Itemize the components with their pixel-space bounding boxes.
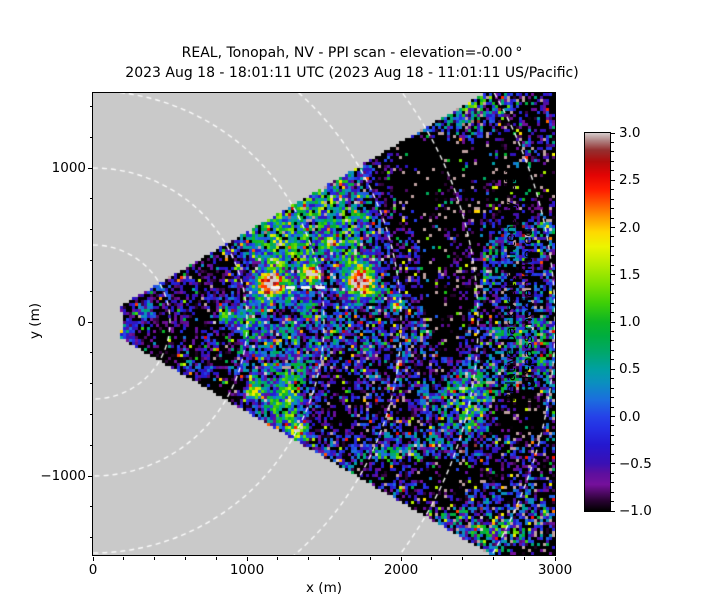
x-minor-tick bbox=[184, 557, 186, 560]
plot-subtitle: 2023 Aug 18 - 18:01:11 UTC (2023 Aug 18 … bbox=[125, 65, 579, 81]
x-tick-label: 1000 bbox=[229, 562, 265, 578]
colorbar-minor-tick bbox=[611, 453, 614, 455]
colorbar-minor-tick bbox=[611, 378, 614, 380]
colorbar-tick-label: 1.0 bbox=[619, 314, 641, 330]
colorbar-major-tick bbox=[611, 274, 615, 276]
colorbar-minor-tick bbox=[611, 312, 614, 314]
colorbar-major-tick bbox=[611, 510, 615, 512]
colorbar-tick-label: 2.0 bbox=[619, 219, 641, 236]
colorbar-minor-tick bbox=[611, 255, 614, 257]
y-major-tick bbox=[88, 321, 92, 323]
x-tick-label: 0 bbox=[88, 562, 98, 578]
colorbar-minor-tick bbox=[611, 189, 614, 191]
y-minor-tick bbox=[89, 290, 92, 292]
colorbar-minor-tick bbox=[611, 340, 614, 342]
colorbar-minor-tick bbox=[611, 302, 614, 304]
colorbar-minor-tick bbox=[611, 170, 614, 172]
colorbar-tick-label: 0.0 bbox=[619, 408, 641, 425]
y-minor-tick bbox=[89, 352, 92, 354]
y-minor-tick bbox=[89, 136, 92, 138]
y-minor-tick bbox=[89, 229, 92, 231]
x-minor-tick bbox=[369, 557, 371, 560]
x-major-tick bbox=[400, 557, 402, 561]
colorbar-minor-tick bbox=[611, 141, 614, 143]
y-tick-label: 1000 bbox=[51, 160, 86, 176]
colorbar-minor-tick bbox=[611, 406, 614, 408]
x-minor-tick bbox=[338, 557, 340, 560]
colorbar-tick-label: 0.5 bbox=[619, 361, 641, 378]
x-minor-tick bbox=[523, 557, 525, 560]
y-major-tick bbox=[88, 167, 92, 169]
colorbar-minor-tick bbox=[611, 330, 614, 332]
y-minor-tick bbox=[89, 506, 92, 508]
x-major-tick bbox=[92, 557, 94, 561]
x-axis-label: x (m) bbox=[306, 580, 342, 596]
x-minor-tick bbox=[431, 557, 433, 560]
colorbar-tick-label: 1.5 bbox=[619, 266, 641, 283]
colorbar-label-line2: High-pass median filtered bbox=[520, 228, 536, 402]
colorbar-minor-tick bbox=[611, 425, 614, 427]
colorbar-minor-tick bbox=[611, 501, 614, 503]
colorbar-minor-tick bbox=[611, 236, 614, 238]
colorbar-major-tick bbox=[611, 368, 615, 370]
y-minor-tick bbox=[89, 259, 92, 261]
colorbar-major-tick bbox=[611, 227, 615, 228]
colorbar-tick-label: −0.5 bbox=[619, 455, 652, 472]
colorbar-major-tick bbox=[611, 321, 615, 323]
x-minor-tick bbox=[123, 557, 125, 560]
y-major-tick bbox=[88, 475, 92, 477]
colorbar-major-tick bbox=[611, 463, 615, 465]
y-minor-tick bbox=[89, 105, 92, 107]
colorbar-minor-tick bbox=[611, 444, 614, 446]
colorbar-minor-tick bbox=[611, 359, 614, 361]
colorbar-minor-tick bbox=[611, 245, 614, 247]
colorbar-minor-tick bbox=[611, 397, 614, 399]
colorbar-major-tick bbox=[611, 179, 615, 181]
x-minor-tick bbox=[462, 557, 464, 560]
x-minor-tick bbox=[215, 557, 217, 560]
colorbar-tick-label: −1.0 bbox=[619, 503, 652, 519]
plot-title: REAL, Tonopah, NV - PPI scan - elevation… bbox=[181, 45, 523, 61]
colorbar-label: Relative backscatter intensity (dB) High… bbox=[503, 168, 681, 402]
x-minor-tick bbox=[154, 557, 156, 560]
y-minor-tick bbox=[89, 444, 92, 446]
colorbar-minor-tick bbox=[611, 349, 614, 351]
y-minor-tick bbox=[89, 198, 92, 200]
x-minor-tick bbox=[277, 557, 279, 560]
colorbar-minor-tick bbox=[611, 151, 614, 153]
x-minor-tick bbox=[492, 557, 494, 560]
y-tick-label: 0 bbox=[77, 314, 86, 330]
colorbar-minor-tick bbox=[611, 482, 614, 484]
colorbar-major-tick bbox=[611, 416, 615, 417]
x-major-tick bbox=[554, 557, 556, 561]
y-tick-label: −1000 bbox=[40, 468, 86, 484]
x-major-tick bbox=[246, 557, 248, 561]
y-minor-tick bbox=[89, 413, 92, 415]
x-tick-label: 2000 bbox=[383, 562, 419, 578]
x-minor-tick bbox=[308, 557, 310, 560]
colorbar-tick-label: 2.5 bbox=[619, 172, 641, 189]
plot-area bbox=[92, 92, 556, 556]
ppi-scan-canvas bbox=[93, 93, 555, 555]
colorbar-minor-tick bbox=[611, 472, 614, 474]
x-tick-label: 3000 bbox=[537, 562, 573, 578]
colorbar-minor-tick bbox=[611, 283, 614, 285]
colorbar-minor-tick bbox=[611, 160, 614, 162]
colorbar-minor-tick bbox=[611, 293, 614, 295]
colorbar-minor-tick bbox=[611, 264, 614, 266]
y-minor-tick bbox=[89, 383, 92, 385]
colorbar-minor-tick bbox=[611, 208, 614, 210]
y-axis-label: y (m) bbox=[27, 303, 43, 339]
colorbar-minor-tick bbox=[611, 198, 614, 200]
colorbar-tick-label: 3.0 bbox=[619, 125, 641, 141]
colorbar-minor-tick bbox=[611, 491, 614, 493]
colorbar bbox=[584, 132, 611, 512]
colorbar-minor-tick bbox=[611, 434, 614, 436]
y-minor-tick bbox=[89, 537, 92, 539]
colorbar-minor-tick bbox=[611, 387, 614, 389]
colorbar-major-tick bbox=[611, 132, 615, 134]
colorbar-label-line1: Relative backscatter intensity (dB) bbox=[503, 168, 519, 402]
colorbar-minor-tick bbox=[611, 217, 614, 219]
